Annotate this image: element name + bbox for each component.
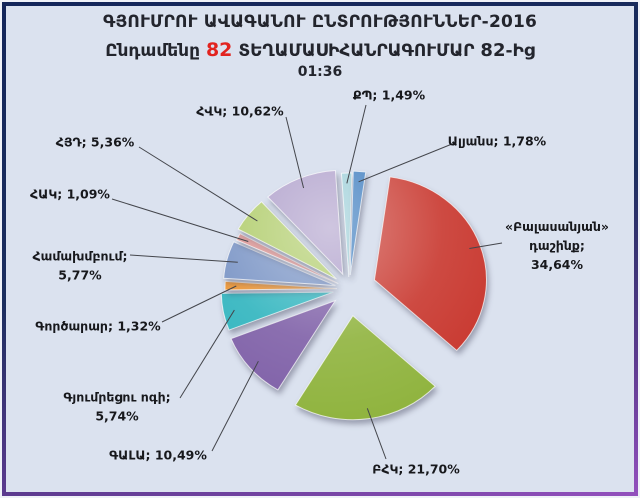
- chart-panel: ԳՅՈՒՄՐՈՒ ԱՎԱԳԱՆՈՒ ԸՆՏՐՈՒԹՅՈՒՆՆԵՐ-2016 Ըն…: [6, 6, 634, 492]
- leader-line-3: [179, 309, 235, 399]
- subtitle-total-precincts: 82: [480, 40, 506, 61]
- pie-gloss: [221, 170, 487, 420]
- leader-line-1: [366, 408, 387, 460]
- pie-slice-gloss-10: [350, 171, 366, 276]
- pie-slice-gloss-5: [223, 241, 336, 286]
- pie-slice-gloss-3: [221, 292, 334, 331]
- subtitle-counted-precincts: 82: [205, 39, 233, 61]
- leader-line-7: [138, 146, 258, 222]
- pie-slice-gloss-4: [225, 281, 338, 291]
- leader-line-4: [161, 285, 237, 323]
- subtitle-middle: ՏԵՂԱՄԱՍԻՀԱՆՐԱԳՈՒՄԱՐ: [238, 41, 475, 61]
- leader-line-8: [285, 116, 305, 189]
- pie-slice-gloss-0: [374, 176, 487, 351]
- leader-line-6: [111, 198, 249, 242]
- pie-slice-gloss-7: [238, 201, 337, 280]
- leader-line-5: [129, 254, 238, 263]
- pie-slice-gloss-2: [231, 300, 336, 390]
- pie-slice-gloss-8: [267, 170, 343, 275]
- chart-title: ԳՅՈՒՄՐՈՒ ԱՎԱԳԱՆՈՒ ԸՆՏՐՈՒԹՅՈՒՆՆԵՐ-2016: [102, 12, 538, 32]
- pie-slice-gloss-1: [295, 315, 436, 420]
- chart-subtitle: Ընդամենը 82 ՏԵՂԱՄԱՍԻՀԱՆՐԱԳՈՒՄԱՐ 82-Ից: [6, 39, 634, 61]
- leader-line-10: [358, 143, 453, 183]
- leader-line-2: [211, 360, 259, 452]
- leader-lines: [111, 104, 503, 460]
- timestamp: 01:36: [297, 64, 343, 80]
- chart-header: ԳՅՈՒՄՐՈՒ ԱՎԱԳԱՆՈՒ ԸՆՏՐՈՒԹՅՈՒՆՆԵՐ-2016 Ըն…: [6, 12, 634, 80]
- pie-slice-gloss-9: [341, 173, 352, 278]
- leader-line-0: [469, 242, 503, 249]
- pie-chart-svg: [111, 104, 503, 460]
- pie-slice-gloss-6: [236, 233, 339, 284]
- subtitle-prefix: Ընդամենը: [105, 41, 201, 61]
- leader-line-9: [346, 104, 367, 184]
- subtitle-suffix: -Ից: [505, 41, 535, 61]
